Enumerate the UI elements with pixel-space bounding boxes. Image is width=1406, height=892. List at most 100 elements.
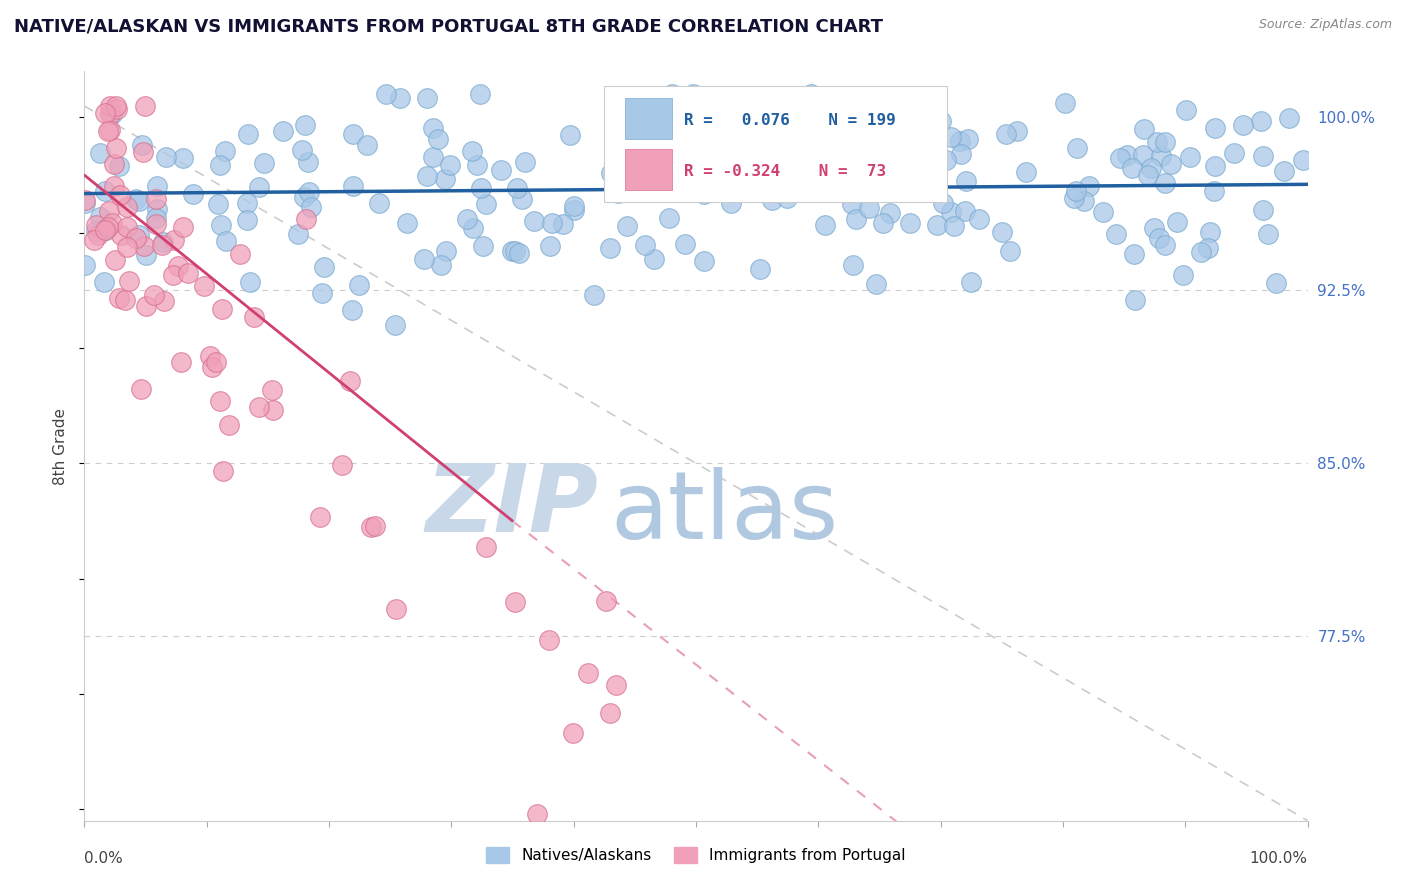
Point: [599, 706, 621, 720]
Point: [1160, 157, 1182, 171]
Point: [242, 310, 264, 325]
Point: [198, 349, 221, 363]
Point: [183, 186, 205, 201]
Point: [846, 100, 869, 114]
Point: [311, 285, 333, 300]
Point: [97, 219, 120, 234]
Point: [613, 161, 636, 176]
Point: [643, 252, 665, 266]
Point: [145, 179, 167, 194]
Point: [97, 204, 120, 219]
Point: [1109, 151, 1132, 165]
Point: [110, 228, 132, 243]
Point: [855, 145, 877, 160]
Point: [211, 464, 233, 478]
Point: [163, 233, 186, 247]
Point: [463, 221, 485, 235]
Point: [292, 189, 315, 203]
Point: [631, 139, 654, 153]
Point: [842, 258, 865, 272]
Point: [89, 210, 111, 224]
Point: [1153, 135, 1175, 149]
Point: [650, 145, 672, 160]
Point: [991, 225, 1014, 239]
Point: [105, 141, 128, 155]
Point: [172, 152, 194, 166]
Point: [93, 275, 115, 289]
Point: [207, 197, 229, 211]
Point: [744, 138, 766, 153]
Point: [166, 260, 188, 274]
Point: [215, 235, 238, 249]
Legend: Natives/Alaskans, Immigrants from Portugal: Natives/Alaskans, Immigrants from Portug…: [479, 841, 912, 869]
Point: [98, 123, 121, 137]
Point: [872, 217, 894, 231]
Point: [540, 216, 562, 230]
Point: [86, 224, 108, 238]
Point: [193, 279, 215, 293]
Point: [229, 247, 252, 261]
Point: [709, 180, 731, 194]
Point: [994, 128, 1017, 142]
Point: [131, 145, 153, 159]
Point: [209, 218, 232, 232]
Point: [1171, 268, 1194, 283]
Point: [262, 402, 284, 417]
Point: [108, 187, 131, 202]
Point: [658, 211, 681, 226]
Point: [201, 360, 224, 375]
Point: [291, 143, 314, 157]
Y-axis label: 8th Grade: 8th Grade: [53, 408, 69, 484]
Point: [1278, 112, 1301, 126]
Point: [238, 128, 260, 142]
Point: [135, 248, 157, 262]
Point: [845, 212, 868, 227]
Point: [413, 252, 436, 267]
Point: [564, 199, 586, 213]
Point: [1272, 164, 1295, 178]
Point: [1154, 177, 1177, 191]
Point: [800, 87, 823, 102]
Point: [83, 233, 105, 247]
Bar: [626, 98, 672, 139]
Point: [429, 258, 451, 272]
Point: [384, 602, 406, 616]
Point: [461, 145, 484, 159]
Point: [475, 197, 498, 211]
Point: [939, 204, 962, 219]
Point: [150, 238, 173, 252]
Text: Source: ZipAtlas.com: Source: ZipAtlas.com: [1258, 18, 1392, 31]
Point: [118, 275, 141, 289]
Point: [236, 213, 259, 227]
Point: [939, 130, 962, 145]
Text: R = -0.324    N =  73: R = -0.324 N = 73: [683, 164, 886, 179]
Point: [503, 244, 526, 259]
Point: [1143, 221, 1166, 235]
Point: [375, 87, 398, 102]
Point: [135, 299, 157, 313]
Point: [782, 167, 804, 181]
Point: [1073, 194, 1095, 209]
Point: [422, 149, 444, 163]
Point: [858, 201, 880, 215]
Point: [103, 157, 125, 171]
Point: [693, 254, 716, 268]
Point: [1116, 148, 1139, 162]
Point: [422, 121, 444, 136]
Point: [562, 202, 585, 217]
Point: [93, 106, 115, 120]
Point: [73, 193, 96, 207]
Point: [1189, 245, 1212, 260]
Point: [870, 164, 893, 178]
Point: [433, 172, 456, 186]
Point: [1066, 141, 1088, 155]
Point: [94, 184, 117, 198]
Point: [128, 227, 150, 242]
Text: ZIP: ZIP: [425, 460, 598, 552]
Point: [101, 216, 124, 230]
Point: [865, 277, 887, 291]
Point: [634, 238, 657, 252]
Point: [312, 260, 335, 275]
Point: [929, 114, 952, 128]
Point: [956, 132, 979, 146]
